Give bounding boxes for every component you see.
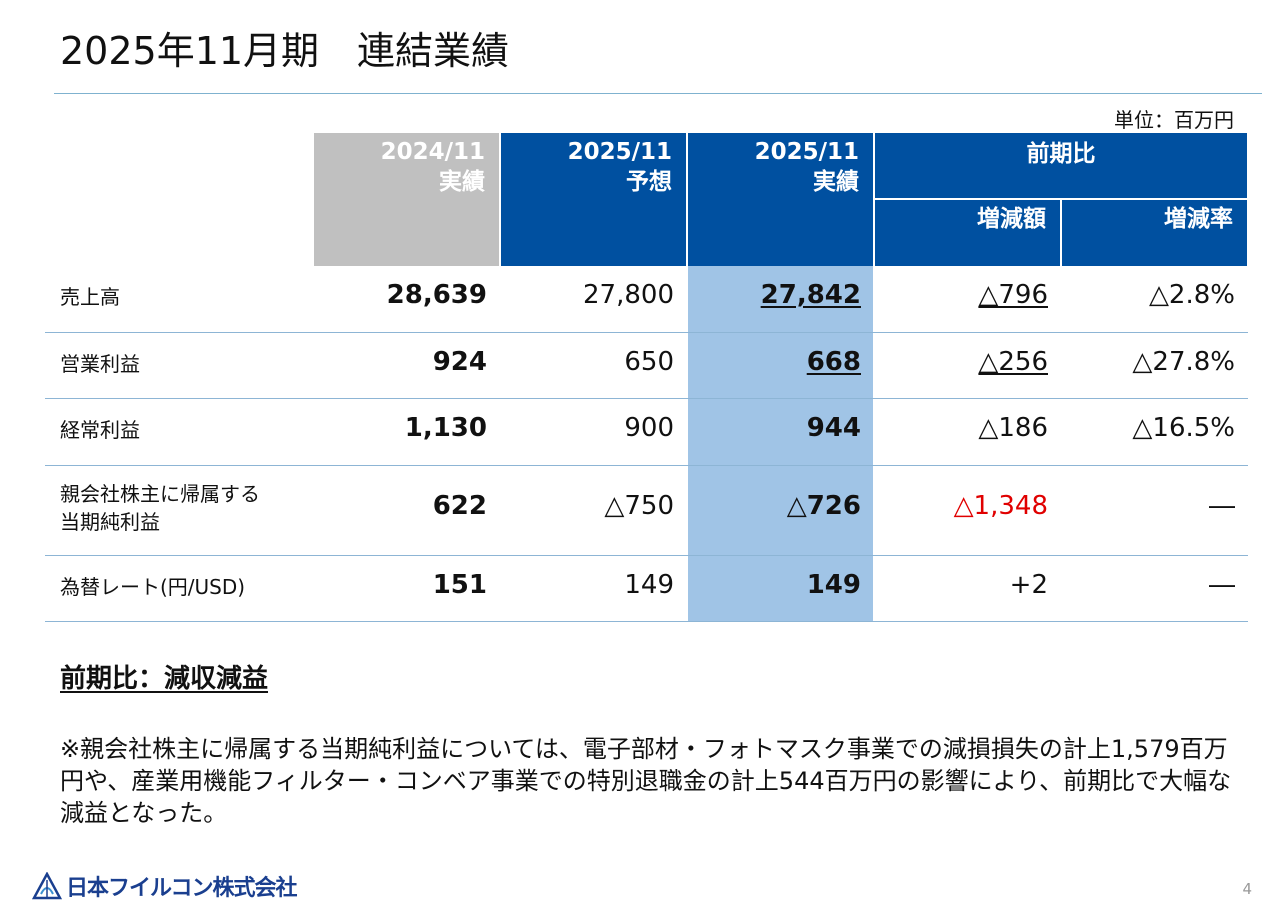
row-label: 営業利益 <box>60 352 140 376</box>
cell-diff: △256 <box>978 347 1048 377</box>
cell-prev: 1,130 <box>404 413 487 443</box>
cell-rate: △2.8% <box>1148 280 1235 310</box>
cell-actual: 27,842 <box>760 280 861 310</box>
cell-diff: △796 <box>978 280 1048 310</box>
summary-heading: 前期比：減収減益 <box>60 664 269 694</box>
company-name: 日本フイルコン株式会社 <box>66 876 298 901</box>
cell-actual: 944 <box>806 413 861 443</box>
row-label: 売上高 <box>60 285 120 309</box>
page-title: 2025年11月期 連結業績 <box>60 29 510 73</box>
cell-forecast: 650 <box>624 347 674 377</box>
header-2025a-type: 実績 <box>813 169 859 195</box>
company-logo: 日本フイルコン株式会社 <box>32 870 298 902</box>
cell-diff: △186 <box>978 413 1048 443</box>
header-2024-year: 2024/11 <box>380 139 485 165</box>
header-diff-amount: 増減額 <box>875 200 1060 266</box>
header-yoy-group: 前期比 <box>875 133 1247 198</box>
cell-rate: △27.8% <box>1132 347 1235 377</box>
header-2024-actual: 2024/11 実績 <box>314 133 499 266</box>
cell-diff: △1,348 <box>953 491 1048 521</box>
table-row-fx-rate: 為替レート(円/USD) 151 149 149 +2 ― <box>45 556 1248 622</box>
cell-prev: 622 <box>432 491 487 521</box>
row-label: 経常利益 <box>60 418 140 442</box>
table-row-sales: 売上高 28,639 27,800 27,842 △796 △2.8% <box>45 266 1248 333</box>
header-2024-type: 実績 <box>439 169 485 195</box>
cell-actual: 149 <box>806 570 861 600</box>
header-2025a-year: 2025/11 <box>754 139 859 165</box>
row-label: 為替レート(円/USD) <box>60 575 246 599</box>
nippon-filcon-logo-icon <box>32 872 62 900</box>
cell-prev: 28,639 <box>386 280 487 310</box>
cell-rate: △16.5% <box>1132 413 1235 443</box>
header-diff-rate: 増減率 <box>1062 200 1247 266</box>
cell-actual: 668 <box>806 347 861 377</box>
cell-forecast: 27,800 <box>583 280 674 310</box>
cell-forecast: 149 <box>624 570 674 600</box>
cell-forecast: △750 <box>604 491 674 521</box>
header-2025-actual: 2025/11 実績 <box>688 133 873 266</box>
unit-label: 単位：百万円 <box>1114 108 1234 132</box>
page-number: 4 <box>1242 880 1252 898</box>
cell-actual: △726 <box>786 491 861 521</box>
row-label-line2: 当期純利益 <box>60 510 160 534</box>
title-divider <box>54 93 1262 94</box>
header-2025f-type: 予想 <box>626 169 672 195</box>
cell-rate: ― <box>1209 491 1235 521</box>
row-label-line1: 親会社株主に帰属する <box>60 482 260 506</box>
cell-prev: 151 <box>432 570 487 600</box>
header-2025f-year: 2025/11 <box>567 139 672 165</box>
table-row-operating-income: 営業利益 924 650 668 △256 △27.8% <box>45 333 1248 399</box>
explanatory-note: ※親会社株主に帰属する当期純利益については、電子部材・フォトマスク事業での減損損… <box>60 735 1232 827</box>
actual-column-highlight <box>688 266 873 622</box>
table-row-net-income: 親会社株主に帰属する 当期純利益 622 △750 △726 △1,348 ― <box>45 466 1248 556</box>
cell-forecast: 900 <box>624 413 674 443</box>
table-row-ordinary-income: 経常利益 1,130 900 944 △186 △16.5% <box>45 399 1248 466</box>
cell-rate: ― <box>1209 570 1235 600</box>
cell-diff: +2 <box>1009 570 1048 600</box>
cell-prev: 924 <box>432 347 487 377</box>
header-2025-forecast: 2025/11 予想 <box>501 133 686 266</box>
row-label: 親会社株主に帰属する 当期純利益 <box>60 480 260 536</box>
